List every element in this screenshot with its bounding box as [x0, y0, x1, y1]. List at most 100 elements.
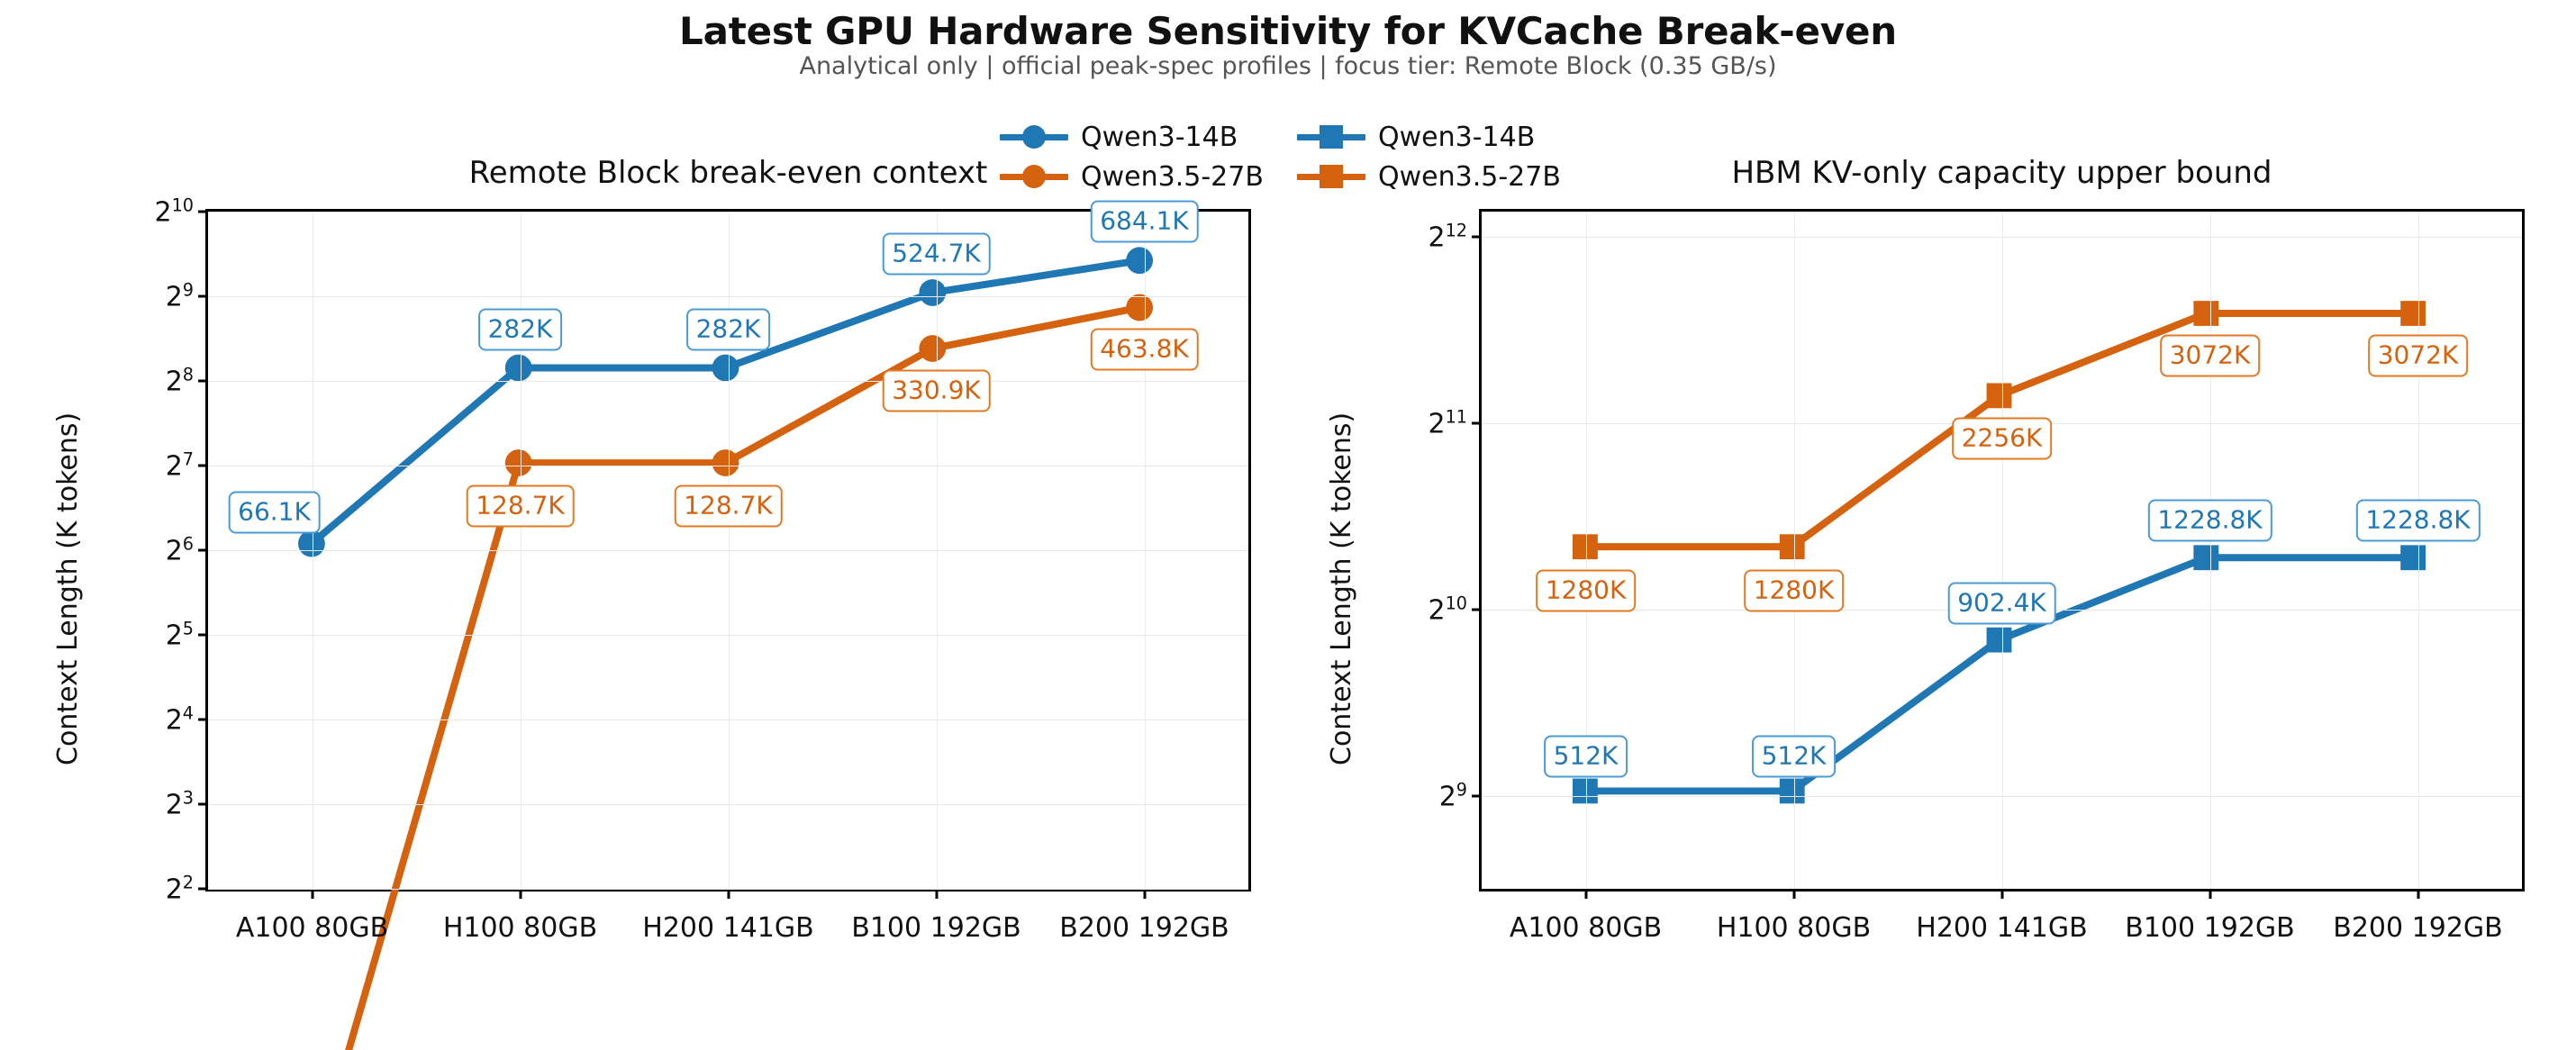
right-chart-title: HBM KV-only capacity upper bound — [1731, 155, 2272, 191]
legend-label: Qwen3-14B — [1378, 121, 1536, 153]
legend-entry[interactable]: Qwen3.5-27B — [1297, 157, 1561, 196]
x-tick-label: H200 141GB — [642, 912, 814, 944]
y-tick-label: 212 — [1428, 220, 1467, 254]
x-tick-label: B200 192GB — [1059, 912, 1229, 944]
left-y-axis-label: Context Length (K tokens) — [52, 412, 84, 765]
x-tick-mark — [1584, 889, 1587, 899]
data-point-marker[interactable] — [1126, 247, 1154, 275]
data-point-label: 282K — [685, 308, 771, 351]
legend-left: Qwen3-14B Qwen3.5-27B — [1000, 117, 1264, 196]
y-tick-mark — [198, 718, 208, 721]
y-tick-label: 23 — [165, 787, 194, 821]
x-tick-mark — [311, 889, 313, 899]
x-tick-label: B200 192GB — [2333, 912, 2503, 944]
data-point-label: 3072K — [2159, 334, 2261, 377]
left-chart-title: Remote Block break-even context — [468, 155, 988, 191]
x-tick-label: H100 80GB — [442, 912, 598, 944]
grid-line-horizontal — [208, 804, 1248, 805]
data-point-marker[interactable] — [2400, 545, 2426, 571]
data-point-marker[interactable] — [712, 449, 739, 476]
data-point-label: 1280K — [1535, 569, 1637, 612]
legend-entry[interactable]: Qwen3.5-27B — [1000, 157, 1264, 196]
x-tick-label: A100 80GB — [1509, 912, 1663, 944]
grid-line-horizontal — [208, 212, 1248, 213]
grid-line-horizontal — [208, 550, 1248, 551]
data-point-marker[interactable] — [712, 354, 739, 382]
legend-right: Qwen3-14B Qwen3.5-27B — [1297, 117, 1561, 196]
x-tick-mark — [2417, 889, 2419, 899]
data-point-label: 1228.8K — [2147, 499, 2272, 542]
data-point-label: 128.7K — [466, 484, 575, 528]
y-tick-mark — [1472, 235, 1482, 239]
data-point-marker[interactable] — [504, 354, 532, 382]
y-tick-mark — [1472, 794, 1482, 798]
grid-line-vertical — [2001, 212, 2003, 889]
grid-line-vertical — [1585, 212, 1587, 889]
figure-subtitle: Analytical only | official peak-spec pro… — [799, 52, 1777, 80]
y-tick-mark — [1472, 608, 1482, 611]
y-tick-label: 26 — [165, 533, 194, 567]
y-tick-mark — [198, 379, 208, 383]
right-y-axis-label: Context Length (K tokens) — [1326, 412, 1357, 765]
x-tick-label: B100 192GB — [2125, 912, 2295, 944]
grid-line-horizontal — [208, 889, 1248, 890]
y-tick-label: 24 — [165, 702, 194, 737]
legend-label: Qwen3-14B — [1081, 121, 1238, 153]
legend-label: Qwen3.5-27B — [1378, 160, 1561, 193]
grid-line-horizontal — [1482, 237, 2522, 239]
y-tick-label: 210 — [1428, 593, 1467, 627]
x-tick-label: B100 192GB — [851, 912, 1021, 944]
data-point-marker[interactable] — [1779, 534, 1805, 560]
data-point-marker[interactable] — [1986, 383, 2012, 409]
y-tick-label: 29 — [1438, 779, 1467, 813]
data-point-label: 3072K — [2367, 334, 2469, 377]
legend-swatch-circle-orange — [1000, 163, 1068, 190]
data-point-label: 684.1K — [1090, 200, 1199, 243]
data-point-label: 524.7K — [882, 232, 991, 276]
grid-line-vertical — [2209, 212, 2211, 889]
data-point-marker[interactable] — [1986, 627, 2012, 653]
x-tick-mark — [727, 889, 730, 899]
x-tick-mark — [519, 889, 522, 899]
y-tick-mark — [198, 802, 208, 806]
grid-line-horizontal — [208, 381, 1248, 382]
data-point-marker[interactable] — [1779, 778, 1805, 804]
data-point-marker[interactable] — [2193, 545, 2219, 571]
x-tick-mark — [2209, 889, 2211, 899]
legend-swatch-square-orange — [1297, 163, 1365, 190]
data-point-marker[interactable] — [2193, 301, 2219, 326]
legend-swatch-square-blue — [1297, 123, 1365, 150]
right-plot-area: A100 80GB H100 80GB H200 141GB B100 192GB B2… — [1428, 209, 2525, 944]
data-point-marker[interactable] — [1126, 294, 1154, 321]
y-tick-label: 22 — [165, 872, 194, 906]
y-tick-mark — [198, 464, 208, 467]
y-tick-mark — [198, 548, 208, 552]
x-tick-label: H100 80GB — [1716, 912, 1872, 944]
x-tick-label: A100 80GB — [235, 912, 389, 944]
x-tick-mark — [935, 889, 938, 899]
data-point-label: 463.8K — [1090, 328, 1199, 371]
data-point-label: 128.7K — [674, 484, 783, 528]
legend-entry[interactable]: Qwen3-14B — [1000, 117, 1264, 157]
data-point-marker[interactable] — [919, 335, 947, 362]
data-point-marker[interactable] — [2400, 301, 2426, 326]
data-point-label: 2256K — [1951, 417, 2053, 460]
grid-line-vertical — [2417, 212, 2419, 889]
data-point-label: 902.4K — [1947, 582, 2056, 625]
grid-line-horizontal — [1482, 795, 2522, 797]
data-point-label: 330.9K — [882, 369, 991, 412]
data-point-marker[interactable] — [919, 279, 947, 306]
data-point-marker[interactable] — [504, 449, 532, 476]
y-tick-mark — [198, 887, 208, 891]
y-tick-label: 29 — [165, 279, 194, 313]
data-point-label: 512K — [1751, 735, 1837, 778]
data-point-label: 1280K — [1743, 569, 1845, 612]
x-tick-mark — [2000, 889, 2003, 899]
data-point-label: 66.1K — [228, 491, 321, 534]
y-tick-label: 25 — [165, 618, 194, 652]
y-tick-label: 210 — [154, 195, 194, 229]
legend-entry[interactable]: Qwen3-14B — [1297, 117, 1561, 157]
legend-swatch-circle-blue — [1000, 123, 1068, 150]
grid-line-horizontal — [208, 635, 1248, 636]
y-tick-label: 28 — [165, 364, 194, 398]
